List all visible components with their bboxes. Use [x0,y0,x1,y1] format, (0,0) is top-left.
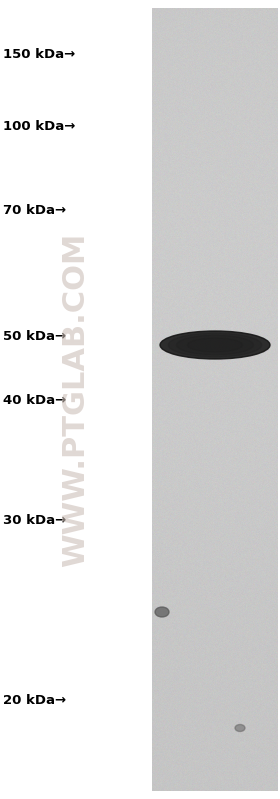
Text: 40 kDa→: 40 kDa→ [3,393,66,407]
Text: 100 kDa→: 100 kDa→ [3,121,75,133]
Ellipse shape [168,333,262,357]
Ellipse shape [176,336,253,355]
Ellipse shape [155,607,169,617]
Text: 50 kDa→: 50 kDa→ [3,329,66,343]
Ellipse shape [160,331,270,359]
Text: WWW.PTGLAB.COM: WWW.PTGLAB.COM [62,233,90,567]
Text: 70 kDa→: 70 kDa→ [3,204,66,217]
Text: 20 kDa→: 20 kDa→ [3,694,66,706]
Ellipse shape [188,338,242,352]
Text: 30 kDa→: 30 kDa→ [3,514,66,527]
Ellipse shape [235,725,245,732]
Text: 150 kDa→: 150 kDa→ [3,49,75,62]
